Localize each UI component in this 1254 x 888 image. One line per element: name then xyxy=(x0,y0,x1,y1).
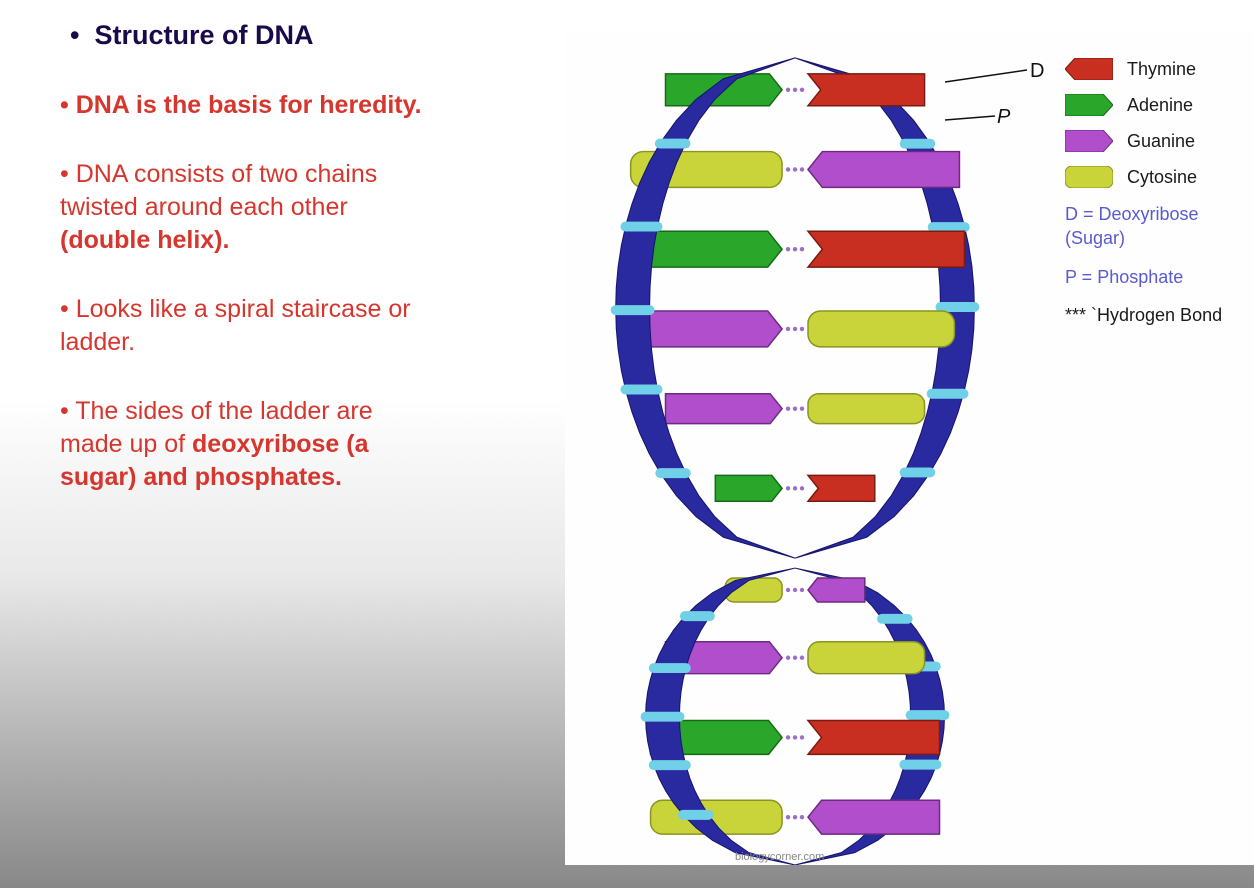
dna-diagram xyxy=(595,30,1015,865)
cytosine-icon xyxy=(1065,166,1113,188)
thymine-icon xyxy=(1065,58,1113,80)
slide-title: • Structure of DNA xyxy=(70,20,440,51)
legend-thymine: Thymine xyxy=(1065,58,1245,80)
dna-diagram-panel: D P Thymine Adenine Guanine Cytosine D =… xyxy=(565,30,1254,865)
bullet-1: • DNA is the basis for heredity. xyxy=(60,89,440,122)
bullet-2: • DNA consists of two chains twisted aro… xyxy=(60,158,440,257)
watermark: biologycorner.com xyxy=(735,851,824,863)
legend-deoxyribose: D = Deoxyribose (Sugar) xyxy=(1065,202,1245,251)
adenine-icon xyxy=(1065,94,1113,116)
bullet-3: • Looks like a spiral staircase or ladde… xyxy=(60,293,440,359)
legend-cytosine: Cytosine xyxy=(1065,166,1245,188)
legend: Thymine Adenine Guanine Cytosine D = Deo… xyxy=(1065,58,1245,327)
legend-hydrogen-bond: *** `Hydrogen Bond xyxy=(1065,303,1245,327)
legend-guanine: Guanine xyxy=(1065,130,1245,152)
label-d: D xyxy=(1030,60,1044,83)
guanine-icon xyxy=(1065,130,1113,152)
bullet-4: • The sides of the ladder are made up of… xyxy=(60,395,440,494)
legend-phosphate: P = Phosphate xyxy=(1065,265,1245,289)
legend-adenine: Adenine xyxy=(1065,94,1245,116)
label-p: P xyxy=(997,106,1010,129)
